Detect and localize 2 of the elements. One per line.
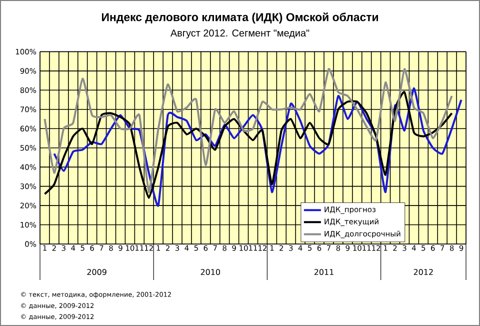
chart-title: Индекс делового климата (ИДК) Омской области	[102, 12, 378, 24]
chart-subtitle: Август 2012. Сегмент "медиа"	[170, 29, 310, 39]
